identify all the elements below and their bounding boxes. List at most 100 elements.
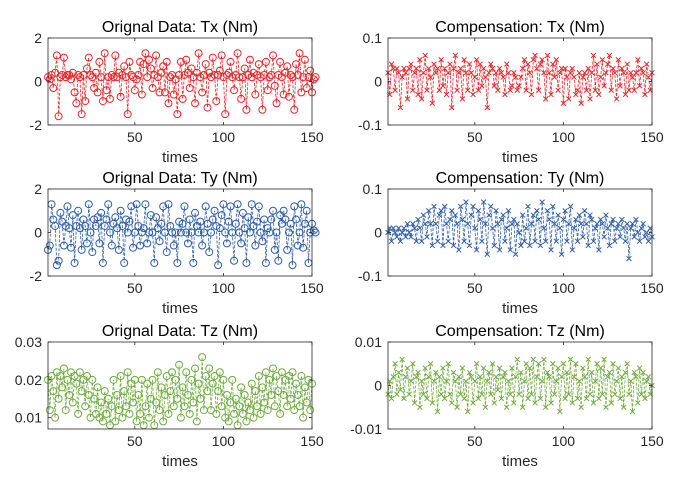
- data-point: [277, 368, 286, 377]
- data-point: [449, 104, 455, 111]
- data-point: [164, 409, 173, 418]
- y-tick-label: 0: [374, 74, 382, 90]
- series-line: [47, 53, 316, 117]
- data-point: [270, 81, 279, 90]
- data-point: [114, 245, 123, 254]
- data-point: [585, 242, 591, 249]
- data-point: [86, 413, 95, 422]
- data-point: [102, 86, 111, 95]
- data-point: [606, 369, 613, 376]
- data-point: [401, 225, 407, 231]
- data-point: [65, 390, 74, 399]
- data-point: [488, 61, 494, 67]
- data-point: [203, 103, 212, 112]
- data-point: [436, 374, 443, 380]
- data-point: [576, 378, 583, 384]
- data-point: [139, 224, 148, 233]
- data-point: [222, 390, 231, 399]
- data-point: [237, 239, 246, 248]
- y-tick-label: 0.1: [363, 181, 383, 197]
- data-point: [512, 374, 519, 380]
- data-point: [463, 378, 469, 384]
- data-point: [182, 55, 191, 64]
- data-point: [267, 215, 276, 224]
- data-point: [424, 395, 430, 402]
- data-point: [484, 251, 490, 258]
- data-point: [171, 228, 180, 237]
- data-point: [233, 200, 242, 209]
- data-point: [107, 70, 116, 79]
- data-point: [100, 49, 109, 58]
- data-point: [180, 402, 189, 411]
- data-point: [493, 70, 499, 76]
- data-point: [542, 238, 549, 244]
- data-point: [429, 242, 436, 249]
- data-point: [626, 87, 632, 93]
- data-point: [638, 391, 645, 397]
- data-point: [168, 228, 177, 237]
- data-point: [191, 364, 200, 373]
- data-point: [583, 395, 590, 402]
- data-point: [116, 372, 125, 381]
- data-point: [159, 417, 168, 426]
- data-point: [535, 360, 542, 367]
- data-point: [106, 94, 115, 103]
- data-point: [565, 96, 572, 102]
- data-point: [192, 417, 201, 426]
- data-point: [496, 365, 503, 371]
- data-point: [436, 87, 443, 93]
- data-point: [214, 261, 223, 270]
- data-series: [44, 353, 316, 430]
- data-point: [82, 372, 91, 381]
- data-point: [394, 391, 400, 397]
- data-point: [86, 228, 95, 237]
- data-point: [514, 221, 521, 227]
- series-line: [387, 202, 653, 259]
- data-point: [114, 406, 123, 415]
- data-point: [77, 387, 86, 396]
- y-tick-label: 0: [34, 225, 42, 241]
- data-point: [553, 56, 560, 63]
- data-point: [258, 237, 267, 246]
- data-point: [394, 234, 400, 240]
- data-point: [615, 365, 622, 371]
- data-point: [583, 87, 590, 93]
- data-point: [606, 242, 613, 249]
- data-point: [643, 378, 650, 384]
- data-point: [77, 110, 86, 119]
- data-point: [219, 200, 228, 209]
- data-point: [511, 70, 517, 76]
- data-point: [394, 65, 400, 72]
- data-point: [519, 212, 526, 218]
- data-point: [456, 247, 462, 253]
- data-point: [635, 400, 641, 406]
- subplot-ty-compensation: 50 100 150 -0.1 0 0.1 Compensation: Ty (Nm) tim…: [358, 170, 664, 317]
- data-point: [619, 374, 625, 380]
- data-point: [399, 356, 405, 363]
- data-point: [254, 60, 263, 69]
- x-tick-label: 150: [640, 129, 664, 145]
- data-point: [457, 65, 464, 72]
- y-tick-label: -0.1: [358, 117, 382, 133]
- subplot-ty-original: 50 100 150 -2 0 2 Orignal Data: Ty (Nm) times: [30, 170, 324, 317]
- data-point: [160, 88, 169, 97]
- data-point: [238, 409, 247, 418]
- data-point: [519, 404, 526, 411]
- data-point: [610, 360, 616, 367]
- data-point: [447, 61, 453, 67]
- data-point: [420, 212, 427, 218]
- data-point: [221, 110, 230, 119]
- subplot-tx-compensation: 50 100 150 -0.1 0 0.1 Compensation: Tx (Nm) tim…: [358, 19, 664, 166]
- data-point: [512, 251, 519, 258]
- data-point: [537, 395, 544, 402]
- data-point: [410, 87, 416, 93]
- data-point: [251, 387, 260, 396]
- data-point: [617, 395, 623, 402]
- data-point: [425, 374, 432, 380]
- data-point: [574, 395, 581, 402]
- data-point: [486, 369, 492, 376]
- data-point: [638, 65, 645, 72]
- data-point: [425, 207, 432, 214]
- y-tick-label: 0.1: [363, 30, 383, 46]
- subplot-tz-compensation: 50 100 150 -0.01 0 0.01 Compensation: Tz (Nm) t…: [350, 323, 664, 470]
